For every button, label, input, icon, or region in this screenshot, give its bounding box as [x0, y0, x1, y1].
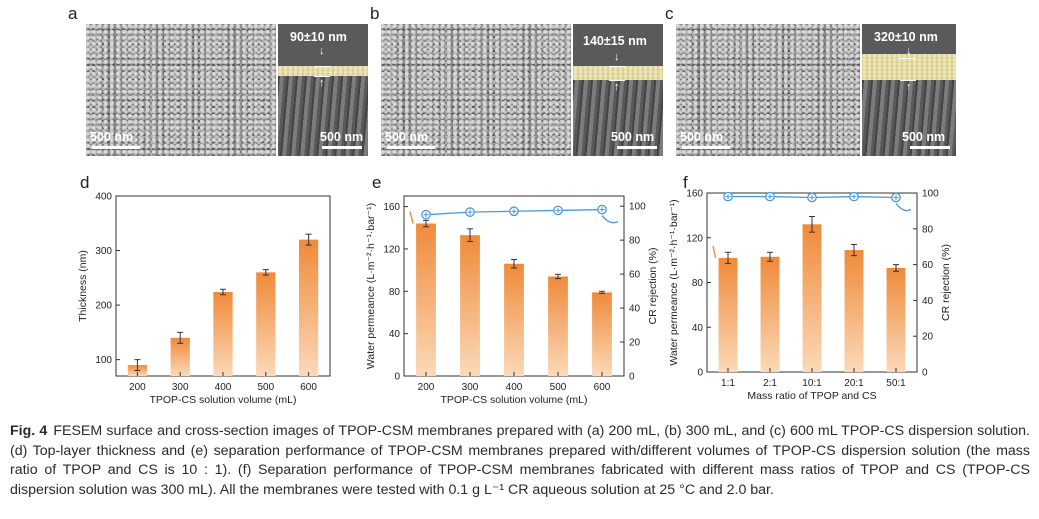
right-axis-arrow	[601, 215, 619, 224]
scale-label: 500 nm	[385, 130, 429, 144]
y2-tick-label: 80	[922, 224, 934, 235]
x-axis-label: TPOP-CS solution volume (mL)	[440, 394, 587, 406]
x-tick-label: 50:1	[886, 378, 906, 389]
y-tick-label: 160	[686, 189, 703, 200]
y-tick-label: 0	[697, 368, 703, 379]
x-tick-label: 500	[550, 382, 567, 393]
bar	[592, 292, 612, 376]
chart-d: 100 200 300 400 200 300 400 500 600 TPOP-CS solut…	[77, 192, 331, 406]
bar	[844, 250, 864, 372]
y2-tick-label: 100	[629, 202, 646, 213]
sem-cross-section-image-b: 140±15 nm ↓ ↑ 500 nm	[573, 24, 663, 156]
x-tick-label: 10:1	[802, 378, 822, 389]
thickness-label: 320±10 nm	[874, 30, 938, 44]
chart-e: 0 40 80 120 160 0 20 40 60 80 100 200 300 400 500 600 TP…	[365, 195, 659, 406]
panel-label-e: e	[372, 173, 382, 192]
left-axis-arrow	[712, 245, 717, 259]
y-tick-label: 160	[383, 202, 400, 213]
y-tick-label: 300	[95, 246, 112, 257]
y-tick-label: 200	[95, 301, 112, 312]
y-tick-label: 120	[686, 233, 703, 244]
y2-tick-label: 20	[922, 332, 934, 343]
y2-tick-label: 80	[629, 236, 641, 247]
y2-axis-label: CR rejection (%)	[940, 244, 952, 321]
y-axis-label: Water permeance (L·m⁻²·h⁻¹·bar⁻¹)	[365, 203, 377, 369]
x-tick-label: 200	[418, 382, 435, 393]
bar	[298, 239, 319, 376]
bar	[256, 272, 276, 376]
panel-label-a: a	[68, 4, 78, 23]
y2-tick-label: 0	[922, 368, 928, 379]
panel-label-b: b	[370, 4, 380, 23]
left-axis-arrow	[409, 211, 414, 224]
x-tick-label: 200	[129, 382, 146, 393]
panel-label-f: f	[683, 173, 688, 192]
thickness-label: 140±15 nm	[583, 34, 647, 48]
bar	[718, 257, 738, 372]
bar	[548, 276, 568, 376]
x-tick-label: 600	[594, 382, 611, 393]
scale-label: 500 nm	[90, 130, 134, 144]
sem-surface-image-a: 500 nm	[86, 24, 276, 156]
figure-label: Fig. 4	[10, 423, 48, 439]
x-axis-label: Mass ratio of TPOP and CS	[747, 390, 876, 402]
y-tick-label: 120	[383, 244, 400, 255]
y2-tick-label: 40	[629, 304, 641, 315]
chart-f: 0 40 80 120 160 0 20 40 60 80 100 1:1 2:1 10:1 20:1 50:…	[668, 189, 952, 403]
x-tick-label: 600	[300, 382, 317, 393]
caption-text: FESEM surface and cross-section images o…	[10, 423, 1030, 498]
bar	[504, 263, 524, 376]
y-tick-label: 0	[394, 372, 400, 383]
x-tick-label: 2:1	[763, 378, 777, 389]
bar	[802, 224, 822, 372]
scale-label: 500 nm	[611, 130, 655, 144]
y2-tick-label: 100	[922, 189, 939, 200]
sem-cross-section-image-c: 320±10 nm ↓ ↑ 500 nm	[862, 24, 956, 156]
x-tick-label: 300	[462, 382, 479, 393]
bar	[886, 267, 906, 372]
bar	[760, 256, 780, 372]
x-tick-label: 400	[506, 382, 523, 393]
y-tick-label: 100	[95, 355, 112, 366]
y-tick-label: 80	[389, 287, 401, 298]
x-tick-label: 400	[215, 382, 232, 393]
figure-caption: Fig. 4 FESEM surface and cross-section im…	[10, 422, 1030, 500]
bar	[416, 223, 436, 376]
scale-label: 500 nm	[902, 130, 946, 144]
y2-tick-label: 0	[629, 372, 635, 383]
y-axis-label: Thickness (nm)	[77, 250, 89, 322]
y-tick-label: 400	[95, 192, 112, 203]
bar	[170, 337, 190, 376]
sem-surface-image-b: 500 nm	[381, 24, 571, 156]
y-axis-label: Water permeance (L·m⁻²·h⁻¹·bar⁻¹)	[668, 199, 680, 365]
y2-axis-label: CR rejection (%)	[647, 247, 659, 324]
thickness-label: 90±10 nm	[290, 30, 347, 44]
panel-label-c: c	[665, 4, 674, 23]
panel-label-d: d	[80, 173, 90, 192]
scale-label: 500 nm	[680, 130, 724, 144]
y2-tick-label: 20	[629, 338, 641, 349]
sem-cross-section-image-a: 90±10 nm ↓ ↑ 500 nm	[278, 24, 368, 156]
x-tick-label: 20:1	[844, 378, 864, 389]
sem-surface-image-c: 500 nm	[676, 24, 860, 156]
y-tick-label: 40	[692, 323, 704, 334]
scale-label: 500 nm	[320, 130, 364, 144]
y2-tick-label: 40	[922, 296, 934, 307]
x-tick-label: 500	[257, 382, 274, 393]
x-tick-label: 1:1	[721, 378, 735, 389]
y-tick-label: 40	[389, 329, 401, 340]
x-axis-label: TPOP-CS solution volume (mL)	[149, 394, 296, 406]
x-tick-label: 300	[172, 382, 189, 393]
bar	[460, 235, 480, 376]
y2-tick-label: 60	[922, 260, 934, 271]
y2-tick-label: 60	[629, 270, 641, 281]
bar	[213, 292, 233, 376]
right-axis-arrow	[895, 203, 912, 212]
y-tick-label: 80	[692, 278, 704, 289]
